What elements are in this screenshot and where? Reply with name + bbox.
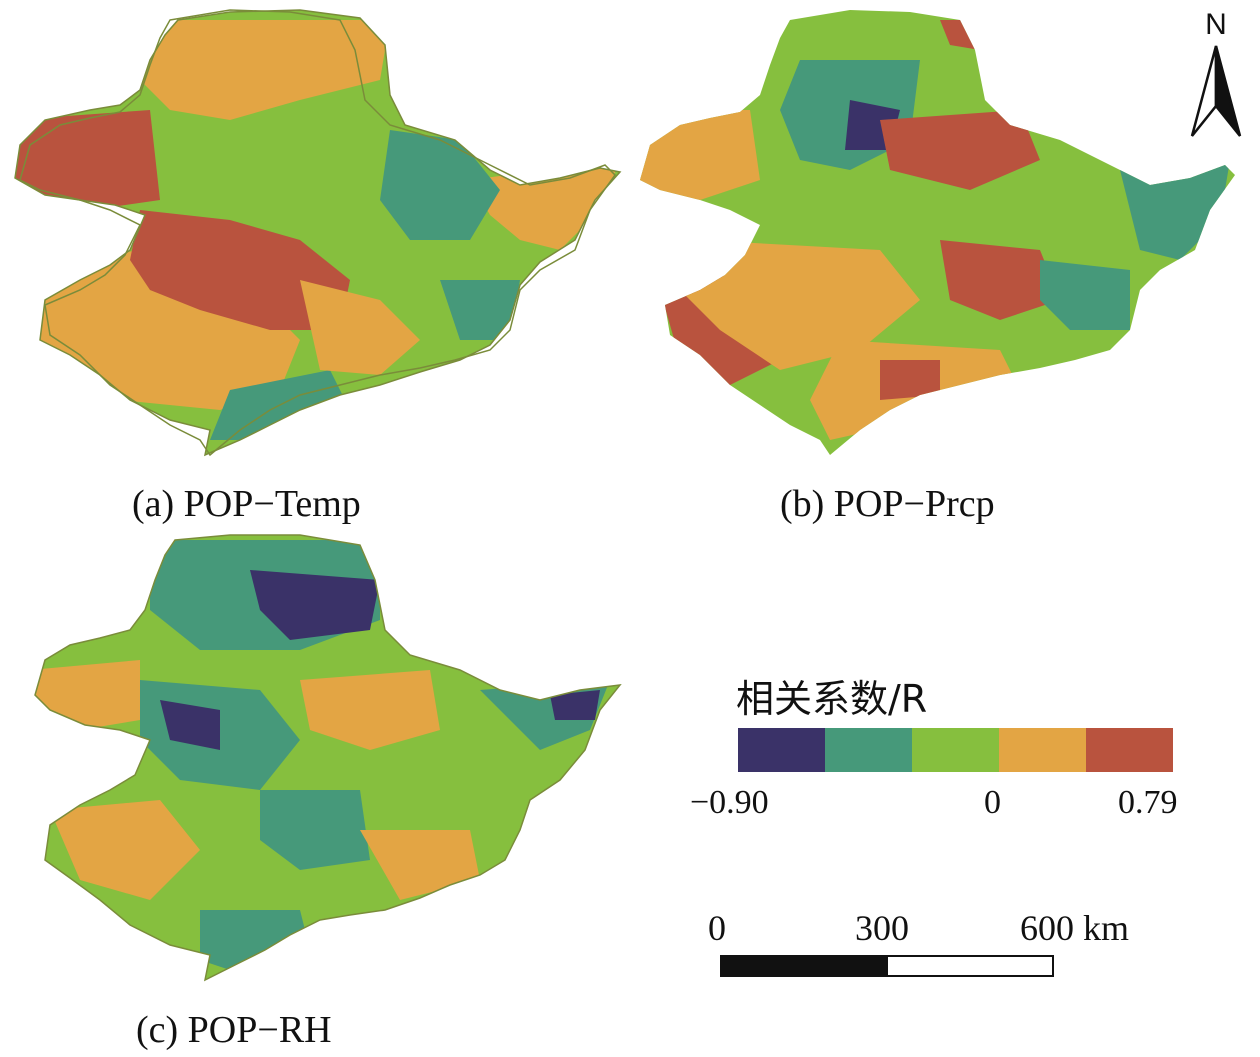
map-caption-prcp: (b) POP−Prcp xyxy=(780,483,995,525)
north-arrow: N xyxy=(1186,8,1246,138)
map-caption-rh: (c) POP−RH xyxy=(136,1009,332,1051)
legend-tick-zero: 0 xyxy=(984,784,1001,821)
legend-swatch-5 xyxy=(1086,728,1173,772)
map-rh xyxy=(34,534,621,981)
map-panel-prcp: (b) POP−Prcp xyxy=(19,0,1260,525)
legend-swatch-2 xyxy=(825,728,912,772)
legend-color-bar xyxy=(738,728,1173,772)
map-panel-rh: (c) POP−RH xyxy=(0,530,640,1051)
scale-segment-black xyxy=(720,955,888,977)
north-arrow-letter: N xyxy=(1205,8,1227,41)
scale-segment-white xyxy=(886,955,1054,977)
scale-label-0: 0 xyxy=(708,908,726,948)
legend-tick-max: 0.79 xyxy=(1118,784,1178,821)
legend-swatch-3 xyxy=(912,728,999,772)
scale-label-300: 300 xyxy=(855,908,909,948)
scale-label-600: 600 km xyxy=(1020,908,1130,948)
map-temp xyxy=(14,9,621,456)
legend-swatch-4 xyxy=(999,728,1086,772)
legend: 相关系数/R −0.90 0 0.79 xyxy=(690,660,1200,830)
map-caption-temp: (a) POP−Temp xyxy=(132,483,361,525)
legend-swatch-1 xyxy=(738,728,825,772)
legend-tick-min: −0.90 xyxy=(690,784,769,821)
map-prcp xyxy=(19,9,1235,456)
north-arrow-icon xyxy=(1190,45,1242,137)
legend-title: 相关系数/R xyxy=(736,677,928,721)
map-panel-temp: (a) POP−Temp xyxy=(0,0,640,525)
scale-bar: 0 300 600 km xyxy=(700,905,1180,995)
